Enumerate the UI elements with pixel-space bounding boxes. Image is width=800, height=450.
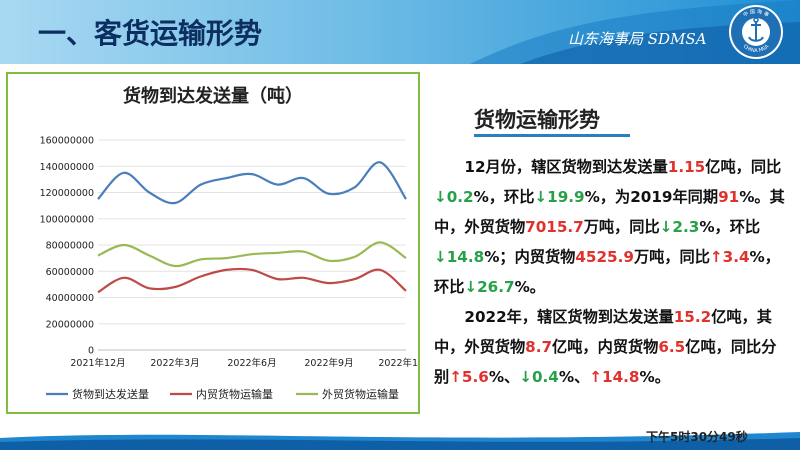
summary-paragraph-monthly: 12月份，辖区货物到达发送量1.15亿吨，同比↓0.2%，环比↓19.9%，为2… (434, 152, 786, 302)
chart-title: 货物到达发送量（吨） (123, 86, 303, 107)
msa-emblem-icon: 中 国 海 事 CHINA MSA (729, 5, 783, 59)
summary-text-segment: %。 (639, 368, 670, 386)
summary-text-segment: 8.7 (525, 338, 553, 356)
summary-text-segment: %，环比 (473, 188, 535, 206)
summary-text-segment: ↓19.9 (534, 188, 585, 206)
summary-text-segment: %，环比 (699, 218, 761, 236)
summary-text-segment: ↓2.3 (659, 218, 700, 236)
legend-label: 外贸货物运输量 (322, 387, 399, 401)
summary-text-segment: ↑5.6 (449, 368, 489, 386)
summary-text-segment: %。 (514, 278, 545, 296)
summary-text-segment: ↑3.4 (709, 248, 750, 266)
summary-text-segment: 6.5 (658, 338, 686, 356)
summary-text-segment: %，环比 (434, 248, 780, 296)
summary-text-segment: 7015.7 (525, 218, 584, 236)
legend-label: 内贸货物运输量 (196, 387, 273, 401)
series-line-2 (97, 267, 407, 294)
summary-text-segment: %、 (488, 368, 520, 386)
summary-text-segment: 4525.9 (575, 248, 634, 266)
y-tick-label: 80000000 (46, 241, 94, 252)
summary-paragraph-annual: 2022年，辖区货物到达发送量15.2亿吨，其中，外贸货物8.7亿吨，内贸货物6… (434, 302, 786, 392)
svg-text:中 国 海 事: 中 国 海 事 (742, 8, 770, 19)
y-tick-label: 120000000 (40, 188, 94, 199)
summary-text-segment: 亿吨，同比分别 (434, 338, 777, 386)
summary-text-segment: %，为2019年同期 (584, 188, 719, 206)
y-tick-label: 160000000 (40, 136, 94, 147)
x-tick-label: 2022年6月 (227, 357, 276, 369)
summary-text-segment: 亿吨，同比 (705, 158, 782, 176)
summary-text-segment: ↓26.7 (464, 278, 515, 296)
summary-text-segment: 15.2 (673, 308, 712, 326)
summary-text-segment: 万吨，同比 (583, 218, 660, 236)
summary-text-segment: 亿吨，其中，外贸货物 (434, 308, 772, 356)
summary-text-segment: 亿吨，内贸货物 (552, 338, 659, 356)
summary-text-segment: %。其中，外贸货物 (434, 188, 785, 236)
logo-text: 山东海事局 SDMSA (568, 30, 707, 48)
summary-title-underline (474, 134, 630, 137)
y-tick-label: 60000000 (46, 267, 94, 278)
y-tick-label: 140000000 (40, 162, 94, 173)
legend-label: 货物到达发送量 (72, 387, 149, 401)
summary-text-segment: 91 (718, 188, 740, 206)
summary-text-segment: 2022年，辖区货物到达发送量 (464, 308, 674, 326)
summary-text-segment: ↓0.2 (434, 188, 474, 206)
x-tick-label: 2022年12月 (378, 357, 418, 369)
x-tick-label: 2021年12月 (70, 357, 125, 369)
summary-text-segment: ↓0.4 (519, 368, 559, 386)
chart-panel: 货物到达发送量（吨） 0 20000000 40000000 60000000 8000… (6, 72, 420, 414)
slide-header: 一、客货运输形势 山东海事局 SDMSA 中 国 海 事 CHINA MSA (0, 0, 800, 64)
y-tick-label: 20000000 (46, 319, 94, 330)
series-line-1 (97, 161, 407, 205)
page-title: 一、客货运输形势 (38, 17, 263, 50)
clock-text: 下午5时30分49秒 (646, 430, 748, 444)
summary-title: 货物运输形势 (474, 108, 600, 132)
svg-text:CHINA MSA: CHINA MSA (742, 43, 771, 54)
y-tick-label: 40000000 (46, 293, 94, 304)
x-tick-label: 2022年3月 (150, 357, 199, 369)
series-line-3 (97, 241, 407, 268)
y-tick-label: 100000000 (40, 214, 94, 225)
summary-text-segment: 万吨，同比 (633, 248, 710, 266)
summary-text-segment: 1.15 (667, 158, 706, 176)
summary-text-segment: %、 (558, 368, 590, 386)
footer-wave-decoration (0, 432, 800, 450)
summary-text-segment: 12月份，辖区货物到达发送量 (464, 158, 668, 176)
y-tick-label: 0 (88, 346, 94, 357)
line-chart: 0 20000000 40000000 60000000 80000000 1000000… (40, 136, 418, 402)
summary-text-segment: ↑14.8 (589, 368, 640, 386)
summary-text-segment: ↓14.8 (434, 248, 485, 266)
x-tick-label: 2022年9月 (304, 357, 353, 369)
summary-text-segment: %；内贸货物 (484, 248, 576, 266)
